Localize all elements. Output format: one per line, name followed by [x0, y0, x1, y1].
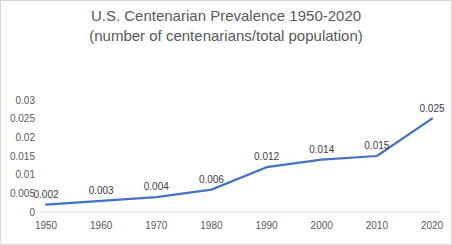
data-label: 0.012: [254, 151, 279, 162]
y-tick-label: 0.03: [16, 95, 36, 106]
y-tick-label: 0.005: [10, 188, 35, 199]
x-tick-label: 2020: [421, 220, 444, 231]
x-tick-label: 2000: [311, 220, 334, 231]
y-tick-label: 0: [29, 207, 35, 218]
x-axis-line: [40, 212, 440, 213]
y-tick-label: 0.025: [10, 113, 35, 124]
y-tick-label: 0.02: [16, 132, 36, 143]
chart-background: [1, 1, 452, 245]
chart-container: U.S. Centenarian Prevalence 1950-2020 (nu…: [0, 0, 452, 245]
data-label: 0.014: [309, 144, 334, 155]
x-tick-label: 1990: [255, 220, 278, 231]
data-label: 0.025: [419, 103, 444, 114]
y-tick-label: 0.015: [10, 151, 35, 162]
data-label: 0.002: [33, 189, 58, 200]
data-label: 0.003: [89, 185, 114, 196]
chart-svg: U.S. Centenarian Prevalence 1950-2020 (nu…: [0, 0, 452, 245]
x-tick-label: 1980: [200, 220, 223, 231]
x-tick-label: 1950: [35, 220, 58, 231]
chart-title: (number of centenarians/total population…: [89, 27, 363, 44]
data-label: 0.015: [364, 140, 389, 151]
x-tick-label: 1960: [90, 220, 113, 231]
data-label: 0.004: [144, 181, 169, 192]
y-tick-label: 0.01: [16, 169, 36, 180]
plot-area: [46, 119, 432, 205]
data-label: 0.006: [199, 174, 224, 185]
x-tick-label: 1970: [145, 220, 168, 231]
x-tick-label: 2010: [366, 220, 389, 231]
data-line: [46, 119, 432, 205]
chart-title: U.S. Centenarian Prevalence 1950-2020: [91, 7, 361, 24]
